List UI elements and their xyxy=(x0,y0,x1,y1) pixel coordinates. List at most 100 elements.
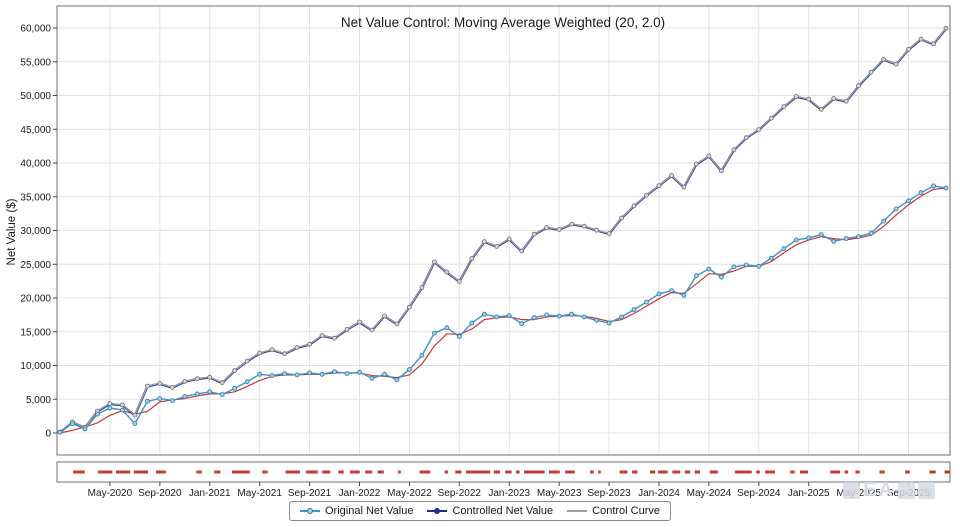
series-marker-0 xyxy=(394,377,400,383)
series-marker-2 xyxy=(406,304,412,310)
y-tick-label: 55,000 xyxy=(20,57,51,68)
series-marker-0 xyxy=(169,398,175,404)
series-marker-0 xyxy=(244,379,250,385)
series-marker-0 xyxy=(868,230,874,236)
legend-box: Original Net Value Controlled Net Value … xyxy=(289,501,671,521)
series-marker-2 xyxy=(556,227,562,232)
series-marker-0 xyxy=(906,198,911,204)
series-marker-0 xyxy=(793,237,799,243)
series-marker-2 xyxy=(382,313,387,319)
series-marker-2 xyxy=(319,333,325,338)
series-marker-2 xyxy=(806,96,812,102)
y-tick-label: 50,000 xyxy=(20,91,51,102)
legend-item-control-curve: Control Curve xyxy=(567,505,660,517)
series-marker-0 xyxy=(918,190,924,196)
series-marker-2 xyxy=(144,383,150,389)
x-tick-label: May-2023 xyxy=(537,488,582,499)
series-marker-2 xyxy=(918,36,924,42)
series-marker-2 xyxy=(481,239,487,245)
x-tick-label: May-2022 xyxy=(387,488,432,499)
series-marker-0 xyxy=(344,371,350,377)
series-marker-0 xyxy=(319,371,325,377)
series-marker-2 xyxy=(531,231,537,237)
y-tick-label: 45,000 xyxy=(20,125,51,136)
series-marker-0 xyxy=(494,314,500,320)
series-marker-2 xyxy=(544,225,550,230)
series-marker-2 xyxy=(207,374,213,380)
series-marker-2 xyxy=(781,104,787,109)
series-marker-2 xyxy=(369,327,375,333)
series-marker-2 xyxy=(431,259,437,265)
series-marker-2 xyxy=(257,350,263,356)
series-marker-2 xyxy=(194,376,200,382)
series-marker-2 xyxy=(656,183,662,189)
y-tick-label: 60,000 xyxy=(20,24,51,35)
series-marker-0 xyxy=(781,246,787,252)
series-marker-0 xyxy=(70,421,75,427)
series-marker-2 xyxy=(581,223,587,229)
signal-strip-border xyxy=(56,461,951,483)
series-marker-0 xyxy=(581,314,587,320)
series-marker-2 xyxy=(681,184,687,190)
x-tick-label: Jan-2021 xyxy=(189,488,231,499)
series-marker-2 xyxy=(644,192,649,198)
series-marker-2 xyxy=(619,215,624,221)
series-marker-2 xyxy=(694,161,699,167)
series-marker-2 xyxy=(868,69,874,75)
series-marker-0 xyxy=(881,218,886,224)
series-marker-2 xyxy=(756,127,762,133)
series-marker-0 xyxy=(444,325,450,331)
x-tick-label: Sep-2020 xyxy=(138,488,182,499)
series-marker-0 xyxy=(556,313,562,319)
series-marker-2 xyxy=(569,221,574,227)
series-marker-0 xyxy=(606,320,612,326)
x-tick-label: Jan-2025 xyxy=(788,488,830,499)
series-marker-0 xyxy=(294,372,300,378)
control-curve-line-icon xyxy=(567,510,588,512)
series-marker-0 xyxy=(806,235,812,241)
series-marker-0 xyxy=(132,421,138,427)
series-marker-0 xyxy=(756,263,762,269)
series-marker-0 xyxy=(818,232,824,238)
x-tick-label: Sep-2022 xyxy=(438,488,482,499)
series-marker-2 xyxy=(519,248,525,254)
series-marker-0 xyxy=(194,391,200,397)
series-marker-2 xyxy=(793,94,799,99)
series-marker-2 xyxy=(469,256,475,261)
series-marker-2 xyxy=(444,269,450,275)
series-marker-2 xyxy=(307,341,313,347)
series-line-3 xyxy=(59,187,947,434)
legend-label-original: Original Net Value xyxy=(325,505,414,517)
series-marker-0 xyxy=(57,429,63,435)
series-marker-0 xyxy=(419,352,425,358)
x-tick-label: Jan-2022 xyxy=(339,488,381,499)
series-marker-2 xyxy=(506,236,512,242)
series-marker-2 xyxy=(931,41,936,47)
series-marker-0 xyxy=(519,321,525,327)
series-marker-0 xyxy=(269,373,275,379)
series-marker-2 xyxy=(232,368,238,374)
series-marker-0 xyxy=(531,315,537,321)
series-marker-2 xyxy=(294,345,300,351)
series-marker-0 xyxy=(144,398,150,404)
series-marker-0 xyxy=(594,317,599,323)
series-marker-2 xyxy=(120,402,125,408)
series-marker-0 xyxy=(332,369,337,375)
original-net-value-line-icon xyxy=(300,508,320,514)
series-marker-0 xyxy=(357,369,362,375)
x-tick-label: May-2025 xyxy=(836,488,881,499)
y-tick-label: 0 xyxy=(45,429,51,440)
series-marker-2 xyxy=(906,46,911,52)
x-tick-label: Sep-2024 xyxy=(737,488,781,499)
series-marker-2 xyxy=(332,335,337,341)
series-marker-0 xyxy=(768,255,774,261)
series-marker-2 xyxy=(606,231,612,236)
series-line-0 xyxy=(59,185,947,433)
series-marker-2 xyxy=(107,401,113,407)
x-tick-label: Sep-2021 xyxy=(288,488,332,499)
series-marker-0 xyxy=(743,262,749,268)
series-marker-0 xyxy=(481,311,487,317)
series-marker-0 xyxy=(544,312,550,318)
series-marker-0 xyxy=(731,264,737,270)
